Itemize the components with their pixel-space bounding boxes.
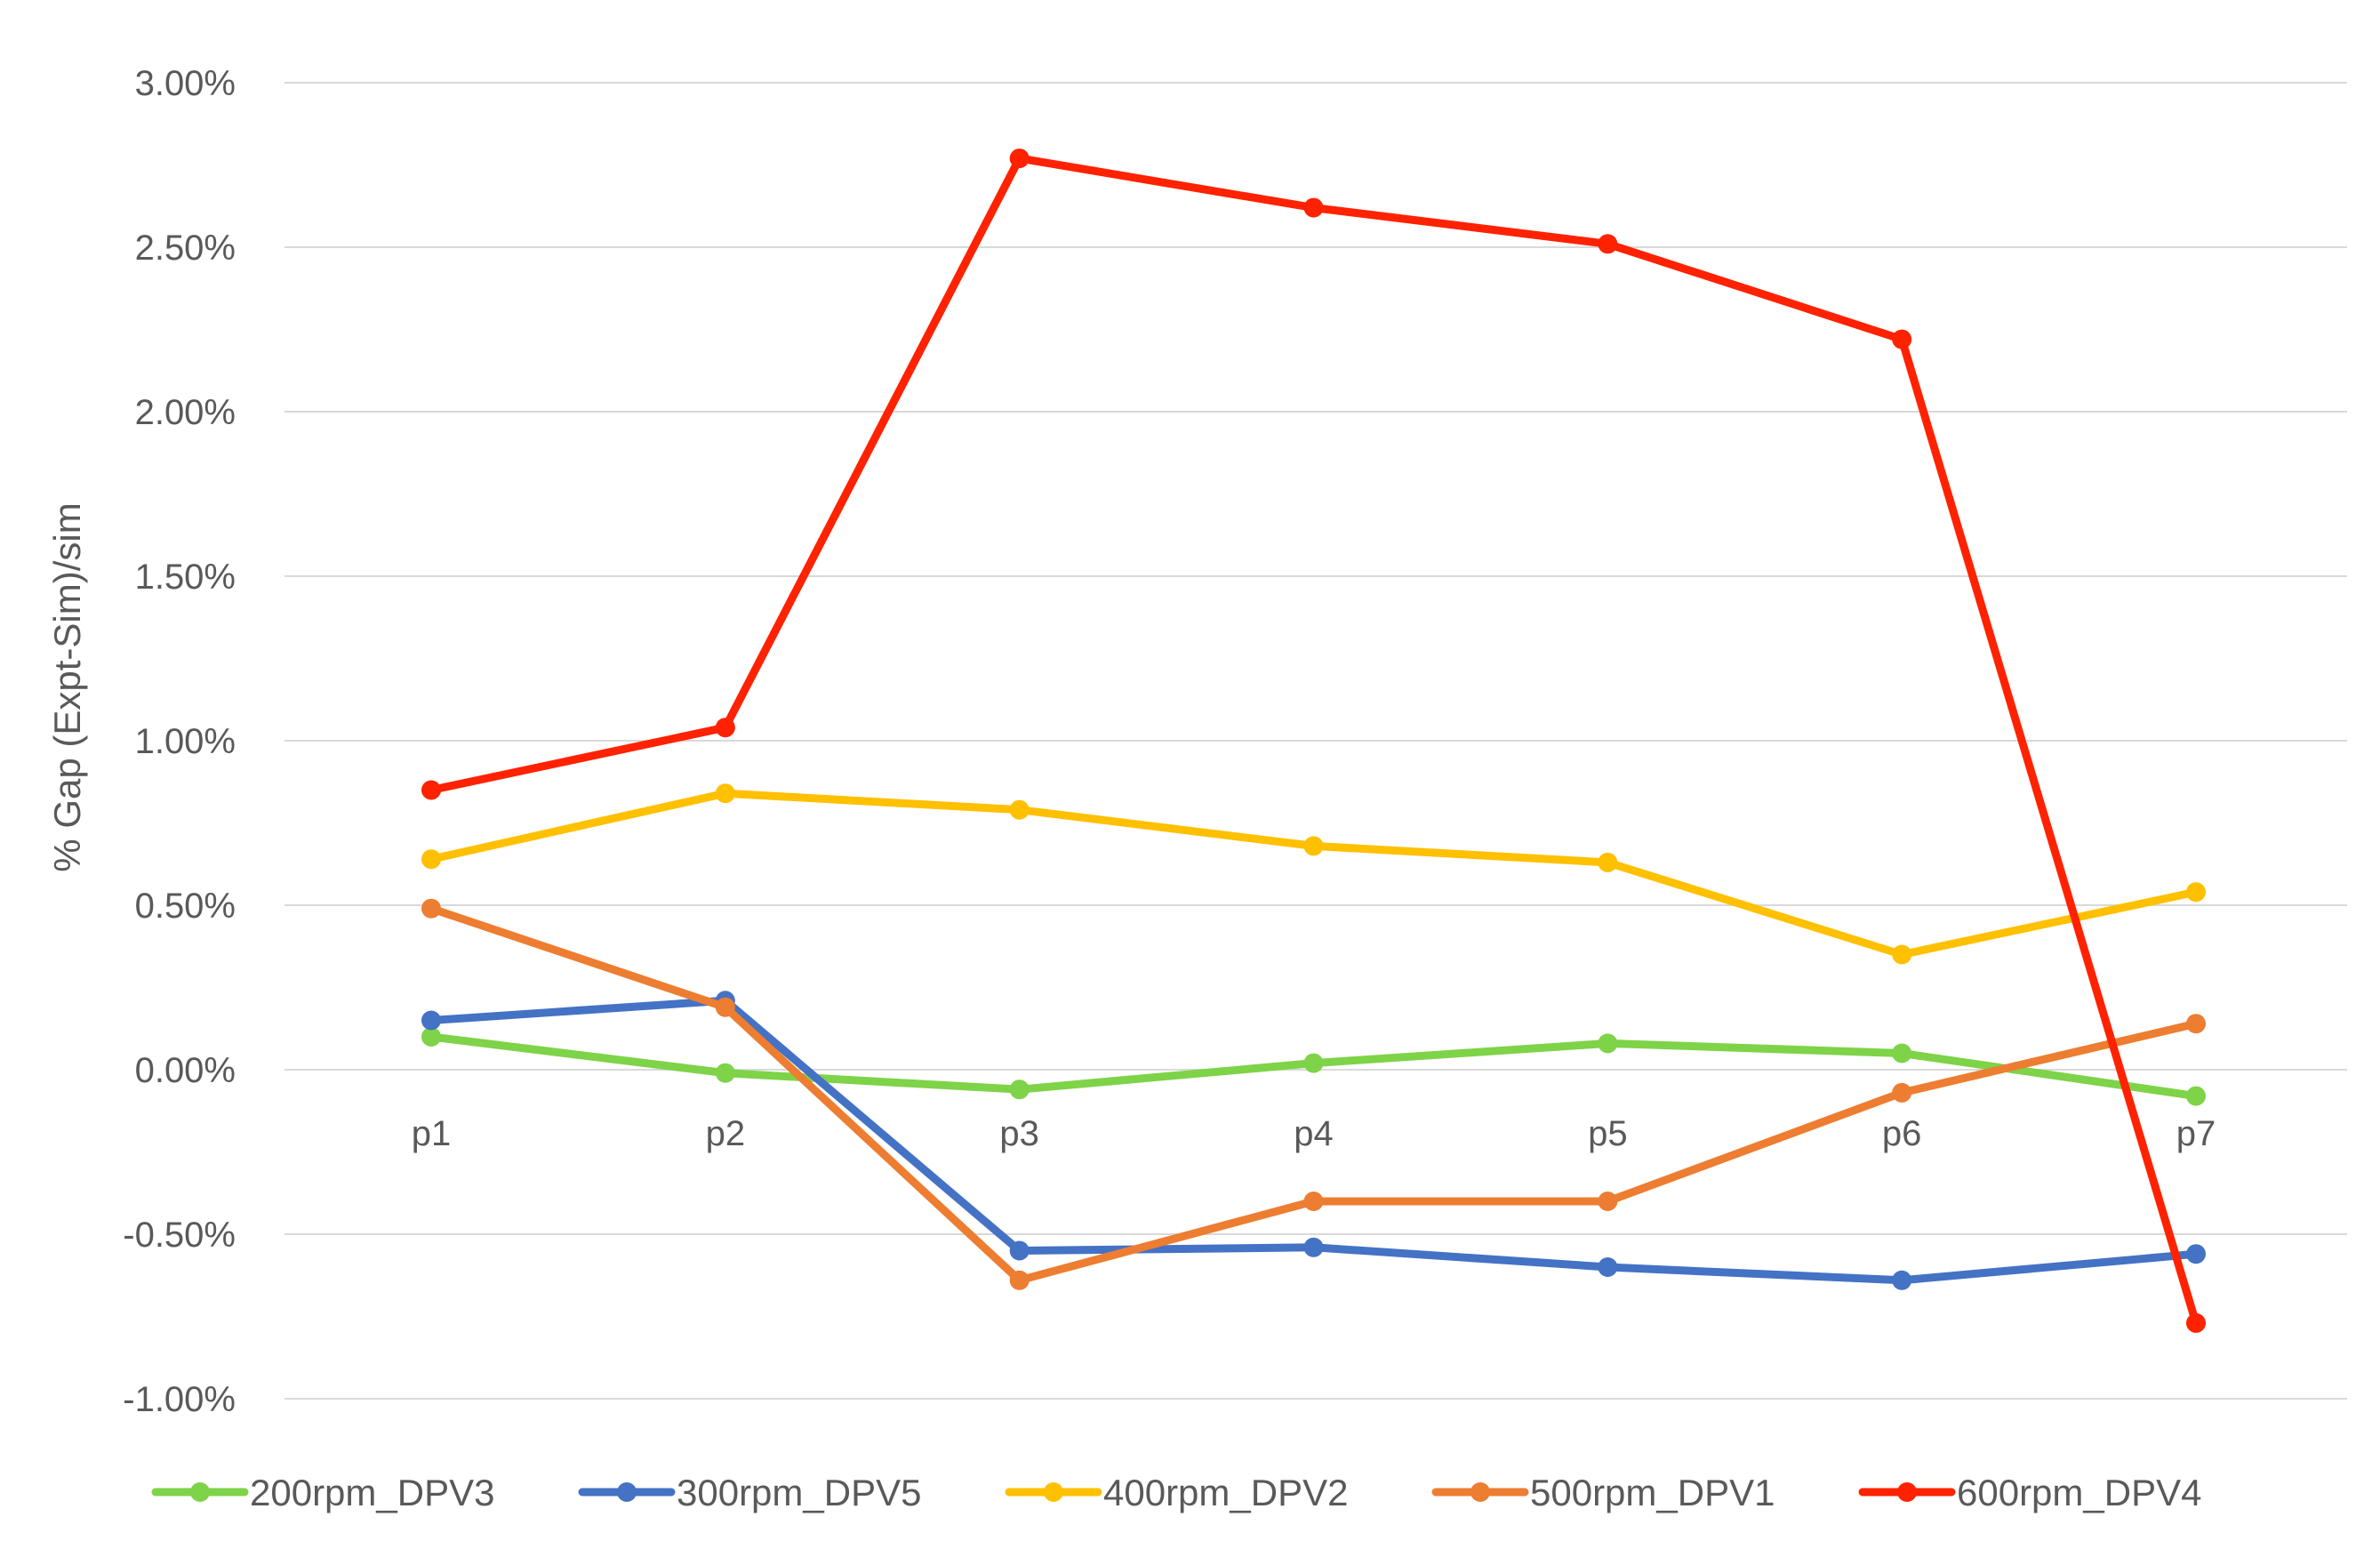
legend-label: 500rpm_DPV1	[1530, 1472, 1775, 1513]
series-line	[427, 789, 2200, 959]
data-point	[1303, 197, 1324, 218]
legend-item: 600rpm_DPV4	[1858, 1472, 2201, 1513]
data-point	[1303, 1053, 1324, 1073]
data-point	[1303, 1237, 1324, 1257]
data-point	[1892, 1043, 1912, 1063]
data-point	[715, 783, 735, 804]
series-lines	[421, 148, 2206, 1333]
y-tick-label: 1.50%	[135, 558, 236, 597]
y-tick-label: 1.00%	[135, 722, 236, 761]
data-point	[1598, 852, 1618, 872]
data-point	[1598, 1192, 1618, 1211]
series-400rpm_DPV2	[421, 783, 2206, 965]
data-point	[1598, 1033, 1618, 1054]
series-200rpm_DPV3	[421, 1027, 2206, 1106]
data-point	[421, 1010, 441, 1031]
data-point	[715, 997, 735, 1017]
data-point	[2186, 1244, 2206, 1264]
y-tick-label: 2.00%	[135, 393, 236, 432]
data-point	[1598, 234, 1618, 254]
data-point	[1009, 148, 1030, 169]
data-point	[1892, 944, 1912, 965]
legend-swatch-marker	[1044, 1482, 1063, 1502]
x-tick-label: p1	[412, 1114, 452, 1153]
data-point	[2186, 1014, 2206, 1034]
data-point	[2186, 882, 2206, 903]
data-point	[2186, 1086, 2206, 1106]
legend-swatch-marker	[1470, 1482, 1490, 1502]
legend-item: 400rpm_DPV2	[1005, 1472, 1348, 1513]
gridlines	[284, 82, 2347, 1400]
legend-swatch-marker	[1897, 1482, 1917, 1502]
data-point	[421, 898, 441, 919]
data-point	[1009, 1079, 1030, 1100]
series-600rpm_DPV4	[421, 148, 2206, 1333]
legend-label: 400rpm_DPV2	[1103, 1472, 1348, 1513]
data-point	[2186, 1312, 2206, 1333]
legend-swatch-marker	[190, 1482, 210, 1502]
legend-item: 500rpm_DPV1	[1431, 1472, 1775, 1513]
data-point	[1892, 1270, 1912, 1290]
y-tick-label: -1.00%	[123, 1380, 236, 1419]
legend-item: 200rpm_DPV3	[151, 1472, 494, 1513]
y-tick-label: -0.50%	[123, 1216, 236, 1255]
legend-swatch-marker	[617, 1482, 637, 1502]
data-point	[1009, 1240, 1030, 1261]
data-point	[1303, 836, 1324, 856]
y-tick-label: 2.50%	[135, 229, 236, 268]
data-point	[421, 780, 441, 800]
data-point	[1892, 329, 1912, 349]
x-tick-label: p6	[1882, 1114, 1922, 1153]
data-point	[1303, 1192, 1324, 1211]
data-point	[715, 718, 735, 738]
legend: 200rpm_DPV3 300rpm_DPV5 400rpm_DPV2 500rpm_…	[151, 1472, 2201, 1513]
x-tick-label: p4	[1294, 1114, 1334, 1153]
legend-label: 200rpm_DPV3	[250, 1472, 494, 1513]
x-tick-label: p2	[706, 1114, 746, 1153]
legend-item: 300rpm_DPV5	[578, 1472, 921, 1513]
y-axis-title: % Gap (Expt-Sim)/sim	[46, 502, 88, 871]
x-tick-label: p3	[999, 1114, 1039, 1153]
x-tick-labels: p1 p2 p3 p4 p5 p6 p7	[412, 1114, 2216, 1153]
x-tick-label: p5	[1588, 1114, 1628, 1153]
y-tick-label: 0.50%	[135, 887, 236, 926]
series-line	[427, 904, 2200, 1285]
data-point	[715, 1063, 735, 1083]
y-tick-labels: 3.00% 2.50% 2.00% 1.50% 1.00% 0.50% 0.00% -0.50…	[123, 64, 236, 1419]
series-500rpm_DPV1	[421, 898, 2206, 1290]
data-point	[1598, 1257, 1618, 1277]
x-tick-label: p7	[2176, 1114, 2216, 1153]
data-point	[421, 849, 441, 870]
data-point	[1009, 1270, 1030, 1290]
y-tick-label: 3.00%	[135, 64, 236, 103]
legend-label: 600rpm_DPV4	[1957, 1472, 2201, 1513]
legend-label: 300rpm_DPV5	[677, 1472, 921, 1513]
data-point	[1009, 799, 1030, 820]
y-tick-label: 0.00%	[135, 1051, 236, 1090]
data-point	[421, 1027, 441, 1047]
data-point	[1892, 1082, 1912, 1103]
